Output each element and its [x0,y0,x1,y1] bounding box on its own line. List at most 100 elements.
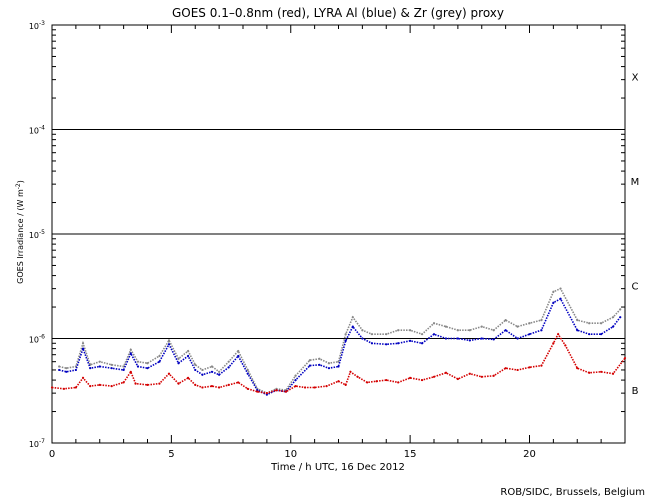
series-0-point-23 [265,392,268,395]
series-0-line [51,332,626,394]
series-1-point-41 [456,337,459,340]
series-0-point-8 [129,370,132,373]
series-1-point-19 [227,366,230,369]
series-2-point-20 [237,349,240,353]
series-1-point-37 [409,339,412,342]
series-0-point-1 [62,387,66,390]
y-tick-label-exp-1: -6 [39,334,45,341]
series-2-point-9 [136,360,140,363]
series-1-point-7 [122,368,125,372]
series-2-point-45 [504,318,507,322]
series-0-point-34 [366,381,369,384]
series-2-point-43 [480,325,483,328]
series-1-point-33 [361,337,364,340]
series-1-point-20 [237,354,240,358]
x-tick-label-2: 10 [284,449,297,460]
chart-title: GOES 0.1–0.8nm (red), LYRA Al (blue) & Z… [172,6,504,20]
series-1-point-14 [186,354,190,358]
series-1-point-11 [158,360,161,363]
series-0-point-5 [98,383,101,386]
series-2-point-44 [492,329,495,332]
series-0-point-53 [576,367,579,370]
y-tick-label-4: 10-3 [29,20,45,31]
series-1-point-39 [432,333,436,336]
series-2-point-26 [294,374,297,377]
series-1-point-28 [318,363,321,366]
series-0-point-6 [110,385,113,388]
series-2-point-11 [158,354,161,358]
series-1-point-16 [201,373,204,376]
x-tick-label-4: 20 [523,449,536,460]
series-1-point-32 [351,325,354,328]
series-1-point-31 [344,339,347,342]
y-tick-label-exp-3: -4 [39,125,45,132]
series-2-line [59,287,621,394]
series-2-point-49 [552,290,555,293]
series-1-point-40 [444,337,448,340]
series-2-point-51 [576,318,579,322]
y-tick-label-base-3: 10 [29,127,39,136]
series-0-point-46 [504,367,507,370]
series-1-point-52 [588,333,591,336]
series-1-point-1 [65,370,68,373]
series-1-point-54 [611,325,615,328]
series-2-point-37 [409,329,412,332]
series-2-point-16 [201,368,204,372]
series-1-point-46 [516,337,519,340]
series-0-point-16 [201,386,204,389]
series-1-point-45 [504,329,507,332]
y-tick-label-exp-4: -3 [39,20,45,27]
series-2-point-33 [361,329,364,332]
series-2-point-41 [456,329,459,332]
series-0-point-38 [409,376,412,379]
series-2-point-12 [167,339,171,342]
series-0-point-20 [237,381,240,384]
series-0-point-42 [456,377,459,381]
series-2-point-21 [246,368,249,372]
series-0-point-33 [356,375,359,378]
series-1-point-47 [528,333,531,336]
y-axis-label-exp: -2 [15,183,22,189]
series-1-point-12 [167,343,171,346]
y-tick-label-base-0: 10 [29,440,39,449]
series-0-point-51 [557,333,560,336]
series-1-point-23 [265,393,268,396]
series-0-point-47 [516,368,519,372]
series-0-point-11 [158,382,161,385]
series-2-point-27 [308,359,311,362]
series-0-point-4 [89,385,92,388]
series-0-point-54 [588,371,591,374]
series-0-point-15 [194,383,197,386]
series-1-point-8 [129,352,132,355]
flare-class-m: M [631,177,640,188]
series-2-point-14 [186,349,190,353]
flare-class-b: B [632,386,639,397]
series-0-point-43 [468,372,471,375]
series-2-point-55 [619,308,622,311]
flare-class-x: X [632,73,639,84]
series-1-point-35 [385,343,388,346]
y-tick-label-2: 10-5 [29,229,45,240]
series-1-point-53 [600,333,603,336]
series-0-point-32 [349,370,352,373]
series-1-point-43 [480,337,483,340]
series-2-point-0 [58,365,61,368]
series-2-point-38 [420,333,424,336]
series-1-point-2 [74,368,77,372]
series-2-point-40 [444,325,448,328]
series-2-point-35 [385,333,388,336]
x-tick-label-3: 15 [404,449,417,460]
series-0-point-37 [397,381,400,384]
y-tick-label-1: 10-6 [29,334,45,345]
series-0-point-10 [146,383,149,386]
series-0-point-28 [313,386,316,389]
x-tick-label-0: 0 [49,449,55,460]
series-1-point-44 [492,338,495,341]
series-2-point-48 [540,318,543,322]
series-1-point-27 [308,364,311,367]
series-2-point-32 [351,316,354,319]
series-2-point-13 [177,357,180,360]
series-0-point-49 [540,364,543,367]
series-2-point-47 [528,322,531,325]
